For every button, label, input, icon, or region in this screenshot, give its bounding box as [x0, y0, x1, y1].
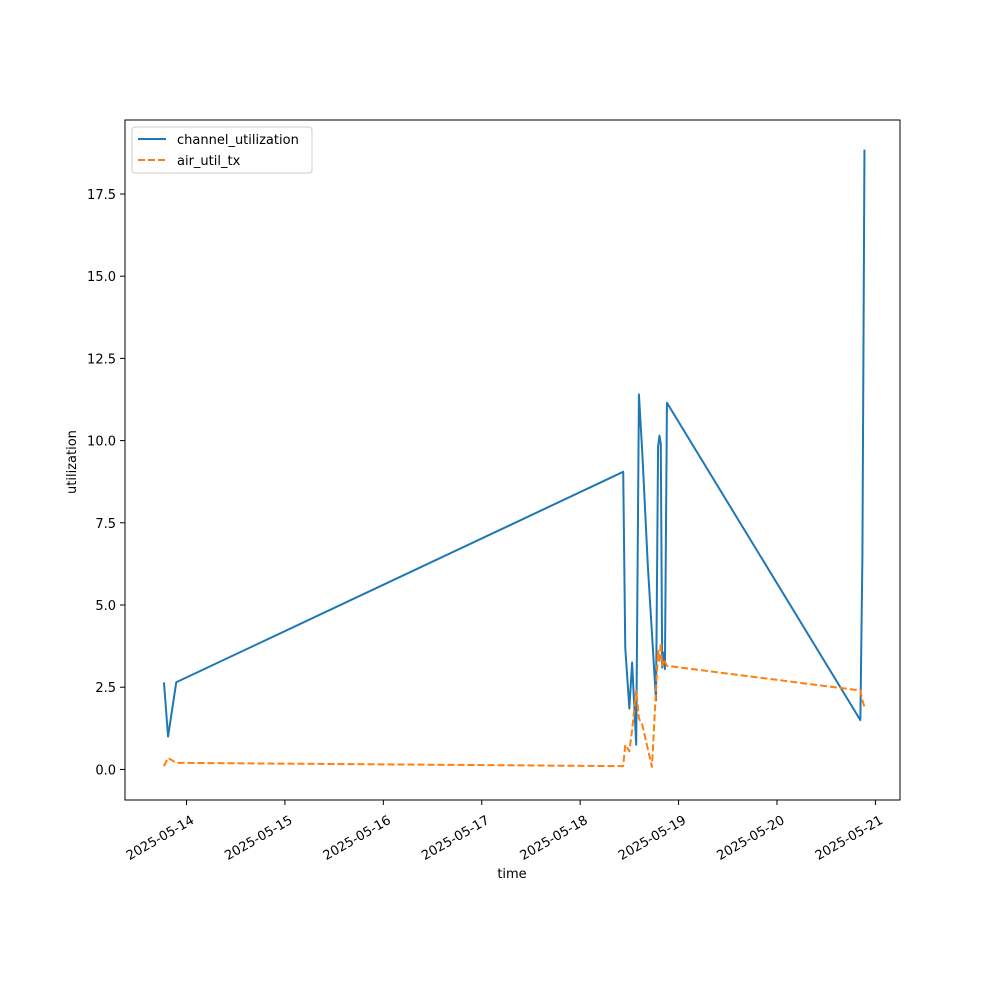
y-tick-label: 0.0 [95, 763, 116, 778]
y-tick-label: 2.5 [95, 681, 116, 696]
y-tick-label: 15.0 [87, 270, 116, 285]
series-line-air-util-tx [163, 641, 866, 768]
y-axis: 0.0 2.5 5.0 7.5 10.0 12.5 15.0 17.5 [87, 188, 125, 778]
y-tick-label: 10.0 [87, 435, 116, 450]
legend: channel_utilization air_util_tx [131, 126, 313, 174]
legend-label-air-util-tx: air_util_tx [177, 154, 241, 169]
y-tick-label: 5.0 [95, 599, 116, 614]
series-line-channel-utilization [162, 149, 866, 746]
y-axis-label: utilization [65, 430, 80, 494]
legend-label-channel-utilization: channel_utilization [177, 133, 299, 148]
plot-area [125, 120, 900, 800]
legend-box [131, 126, 313, 174]
series-layer [162, 149, 866, 768]
axes-frame [124, 119, 901, 801]
y-tick-label: 12.5 [87, 352, 116, 367]
y-tick-label: 17.5 [87, 188, 116, 203]
x-axis-label: time [497, 867, 526, 882]
y-tick-label: 7.5 [95, 517, 116, 532]
